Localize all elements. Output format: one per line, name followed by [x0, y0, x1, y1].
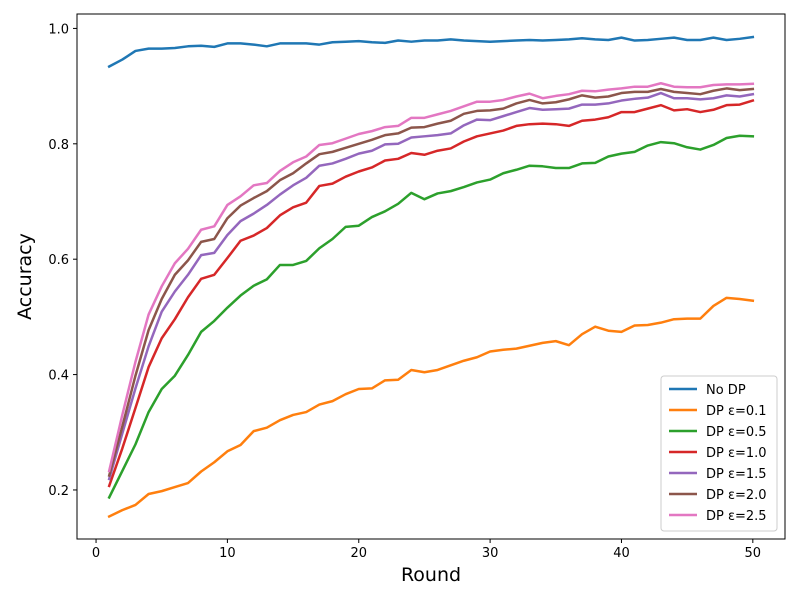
y-axis: 0.2 0.4 0.6 0.8 1.0	[48, 22, 77, 499]
legend: No DP DP ε=0.1 DP ε=0.5 DP ε=1.0 DP ε=1.5 DP …	[660, 375, 778, 532]
legend-entry-2: DP ε=0.5	[706, 425, 767, 440]
series-line-4	[107, 91, 755, 481]
plot-frame	[76, 13, 786, 540]
legend-entry-4: DP ε=1.5	[706, 467, 767, 482]
y-axis-label: Accuracy	[14, 233, 36, 320]
y-tick-label: 0.6	[48, 253, 69, 268]
x-axis: 0 10 20 30 40 50	[92, 539, 761, 561]
series-line-5	[107, 87, 755, 478]
x-tick-label: 0	[92, 546, 100, 561]
series-line-1	[107, 296, 755, 519]
series-line-2	[107, 134, 755, 500]
x-tick-label: 20	[350, 546, 367, 561]
series-layer	[107, 35, 755, 519]
legend-entry-6: DP ε=2.5	[706, 509, 767, 524]
series-line-3	[107, 98, 755, 488]
x-axis-label: Round	[401, 564, 461, 586]
x-tick-label: 40	[613, 546, 630, 561]
legend-entry-5: DP ε=2.0	[706, 488, 767, 503]
series-line-6	[107, 81, 755, 473]
y-tick-label: 0.2	[48, 484, 69, 499]
legend-entry-0: No DP	[706, 383, 746, 398]
y-tick-label: 1.0	[48, 22, 69, 37]
legend-frame	[660, 375, 778, 532]
x-tick-label: 30	[482, 546, 499, 561]
x-tick-label: 10	[219, 546, 236, 561]
y-tick-label: 0.4	[48, 369, 69, 384]
y-tick-label: 0.8	[48, 138, 69, 153]
x-tick-label: 50	[745, 546, 762, 561]
series-line-0	[107, 35, 755, 69]
legend-entry-3: DP ε=1.0	[706, 446, 767, 461]
legend-entry-1: DP ε=0.1	[706, 404, 767, 419]
